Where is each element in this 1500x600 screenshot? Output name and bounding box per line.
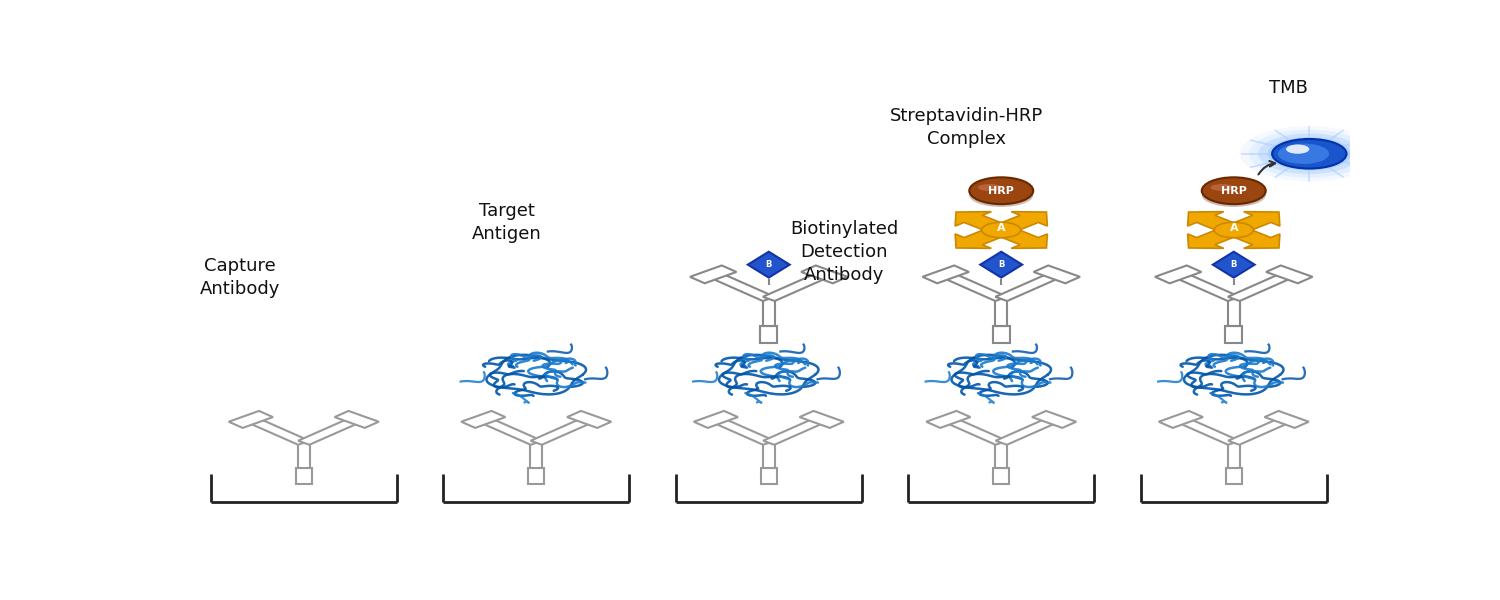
Text: Antibody: Antibody <box>200 280 280 298</box>
Circle shape <box>981 222 1022 238</box>
Polygon shape <box>460 411 506 428</box>
Ellipse shape <box>969 178 1034 204</box>
Text: HRP: HRP <box>1221 186 1246 196</box>
Text: Detection: Detection <box>801 243 888 261</box>
Bar <box>1227 299 1240 326</box>
Circle shape <box>1250 130 1370 178</box>
Polygon shape <box>1228 418 1293 445</box>
Polygon shape <box>1174 418 1239 445</box>
Polygon shape <box>764 272 830 301</box>
Polygon shape <box>690 265 736 283</box>
Polygon shape <box>764 418 828 445</box>
Bar <box>764 443 774 468</box>
Ellipse shape <box>978 184 1002 191</box>
Polygon shape <box>477 418 542 445</box>
Bar <box>762 299 776 326</box>
Text: Target: Target <box>478 202 536 220</box>
Bar <box>298 443 309 468</box>
Text: Complex: Complex <box>927 130 1007 148</box>
Polygon shape <box>567 411 612 428</box>
Polygon shape <box>531 418 596 445</box>
Ellipse shape <box>969 184 1034 207</box>
Polygon shape <box>1233 212 1280 230</box>
Bar <box>993 468 1010 484</box>
Bar <box>993 326 1010 343</box>
Polygon shape <box>956 230 1002 248</box>
Polygon shape <box>1000 212 1047 230</box>
Polygon shape <box>1158 411 1203 428</box>
Polygon shape <box>1266 265 1312 283</box>
Polygon shape <box>1214 252 1254 278</box>
Polygon shape <box>1264 411 1310 428</box>
Circle shape <box>1258 133 1360 174</box>
Polygon shape <box>708 272 774 301</box>
Polygon shape <box>956 212 1002 230</box>
Bar <box>1226 468 1242 484</box>
Bar <box>528 468 544 484</box>
Text: Antigen: Antigen <box>472 224 542 242</box>
Text: B: B <box>998 260 1005 269</box>
Polygon shape <box>693 411 738 428</box>
Polygon shape <box>1173 272 1239 301</box>
Polygon shape <box>926 411 970 428</box>
Polygon shape <box>981 252 1022 278</box>
Text: Antibody: Antibody <box>804 266 885 284</box>
Polygon shape <box>244 418 309 445</box>
Polygon shape <box>1228 272 1294 301</box>
Bar <box>1228 443 1239 468</box>
Circle shape <box>1286 145 1310 154</box>
Polygon shape <box>801 265 847 283</box>
Ellipse shape <box>1202 178 1266 204</box>
Text: B: B <box>765 260 772 269</box>
Polygon shape <box>940 272 1006 301</box>
Text: A: A <box>998 223 1005 233</box>
Polygon shape <box>748 252 789 278</box>
Text: Biotinylated: Biotinylated <box>790 220 898 238</box>
Bar <box>994 299 1008 326</box>
Polygon shape <box>1155 265 1202 283</box>
Bar <box>531 443 542 468</box>
Polygon shape <box>800 411 844 428</box>
Polygon shape <box>996 418 1060 445</box>
Polygon shape <box>942 418 1006 445</box>
Polygon shape <box>334 411 380 428</box>
Bar <box>760 468 777 484</box>
Text: Streptavidin-HRP: Streptavidin-HRP <box>890 107 1042 125</box>
Circle shape <box>1272 139 1347 169</box>
Polygon shape <box>1233 230 1280 248</box>
Polygon shape <box>1188 212 1234 230</box>
Polygon shape <box>996 272 1062 301</box>
Text: B: B <box>1230 260 1238 269</box>
Ellipse shape <box>1202 184 1266 207</box>
Text: HRP: HRP <box>988 186 1014 196</box>
Bar <box>996 443 1006 468</box>
Polygon shape <box>298 418 363 445</box>
Text: A: A <box>1230 223 1238 233</box>
Circle shape <box>1268 137 1352 170</box>
Circle shape <box>1239 126 1378 181</box>
Polygon shape <box>1188 230 1234 248</box>
Circle shape <box>1278 143 1329 164</box>
Bar <box>760 326 777 343</box>
Circle shape <box>1214 222 1254 238</box>
Bar <box>296 468 312 484</box>
Polygon shape <box>1034 265 1080 283</box>
Polygon shape <box>710 418 774 445</box>
Polygon shape <box>922 265 969 283</box>
Bar <box>1226 326 1242 343</box>
Text: TMB: TMB <box>1269 79 1308 97</box>
Polygon shape <box>1032 411 1077 428</box>
Polygon shape <box>228 411 273 428</box>
Text: Capture: Capture <box>204 257 276 275</box>
Polygon shape <box>1000 230 1047 248</box>
Ellipse shape <box>1210 184 1233 191</box>
